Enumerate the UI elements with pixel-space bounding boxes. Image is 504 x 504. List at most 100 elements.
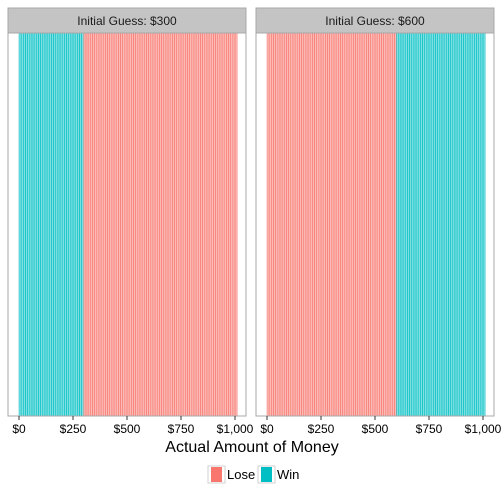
bar-lose xyxy=(146,32,149,417)
bar-win xyxy=(465,32,469,417)
bar-win xyxy=(433,32,436,417)
bar-win xyxy=(417,32,421,417)
bar-lose xyxy=(303,32,307,417)
bar-lose xyxy=(379,32,382,417)
x-tick-label: $500 xyxy=(114,422,141,436)
bar-lose xyxy=(314,32,317,417)
bar-win xyxy=(44,32,48,417)
bar-lose xyxy=(102,32,106,417)
bar-win xyxy=(64,32,67,417)
bar-lose xyxy=(355,32,359,417)
facet-strip xyxy=(7,7,247,34)
bar-win xyxy=(441,32,445,417)
bar-lose xyxy=(85,32,89,417)
bar-lose xyxy=(210,32,214,417)
bar-lose xyxy=(107,32,111,417)
facet-strip-label: Initial Guess: $300 xyxy=(77,14,177,28)
bar-lose xyxy=(111,32,115,417)
bar-lose xyxy=(391,32,395,417)
bar-lose xyxy=(215,32,219,417)
bar-lose xyxy=(139,32,143,417)
bar-lose xyxy=(275,32,279,417)
x-tick-label: $1,000 xyxy=(465,422,502,436)
bar-lose xyxy=(156,32,160,417)
legend-swatch xyxy=(211,467,222,482)
bar-win xyxy=(40,32,44,417)
bar-lose xyxy=(180,32,184,417)
legend-swatch xyxy=(261,467,272,482)
bar-win xyxy=(411,32,415,417)
bar-lose xyxy=(135,32,139,417)
bar-lose xyxy=(381,32,384,417)
bar-lose xyxy=(131,32,134,417)
x-tick-label: $500 xyxy=(362,422,389,436)
bar-win xyxy=(471,32,475,417)
bar-lose xyxy=(281,32,285,417)
bar-lose xyxy=(299,32,302,417)
bar-lose xyxy=(161,32,165,417)
x-tick-label: $0 xyxy=(12,422,26,436)
bar-lose xyxy=(219,32,223,417)
bar-win xyxy=(55,32,59,417)
legend-item: Win xyxy=(257,465,299,484)
bar-lose xyxy=(189,32,193,417)
bar-win xyxy=(68,32,72,417)
bar-lose xyxy=(83,32,87,417)
bar-lose xyxy=(363,32,367,417)
bar-lose xyxy=(185,32,188,417)
bar-lose xyxy=(154,32,158,417)
bar-win xyxy=(33,32,37,417)
bar-lose xyxy=(344,32,348,417)
bar-lose xyxy=(105,32,108,417)
bar-win xyxy=(430,32,434,417)
bar-lose xyxy=(118,32,121,417)
bar-lose xyxy=(320,32,324,417)
facet-strip xyxy=(255,7,495,34)
bar-win xyxy=(409,32,413,417)
bar-lose xyxy=(318,32,322,417)
bar-lose xyxy=(309,32,313,417)
bar-lose xyxy=(208,32,212,417)
bar-lose xyxy=(316,32,320,417)
bar-win xyxy=(23,32,26,417)
bar-lose xyxy=(288,32,292,417)
bar-win xyxy=(415,32,419,417)
bar-lose xyxy=(124,32,128,417)
bar-win xyxy=(461,32,464,417)
bar-win xyxy=(81,32,85,417)
bar-lose xyxy=(361,32,365,417)
bar-win xyxy=(474,32,477,417)
bar-win xyxy=(454,32,458,417)
bar-lose xyxy=(350,32,354,417)
bar-win xyxy=(439,32,443,417)
bar-win xyxy=(469,32,473,417)
bar-win xyxy=(396,32,400,417)
bar-win xyxy=(51,32,54,417)
bar-lose xyxy=(292,32,296,417)
bar-lose xyxy=(221,32,225,417)
bar-win xyxy=(437,32,441,417)
bar-win xyxy=(404,32,408,417)
bar-lose xyxy=(87,32,91,417)
bar-win xyxy=(38,32,41,417)
bar-lose xyxy=(128,32,132,417)
x-tick-label: $750 xyxy=(168,422,195,436)
bar-win xyxy=(428,32,432,417)
bar-lose xyxy=(137,32,141,417)
bar-lose xyxy=(182,32,186,417)
bar-lose xyxy=(159,32,162,417)
bar-lose xyxy=(232,32,236,417)
bar-lose xyxy=(268,32,272,417)
bar-win xyxy=(31,32,35,417)
bar-lose xyxy=(141,32,145,417)
bar-lose xyxy=(178,32,182,417)
facet-strip-label: Initial Guess: $600 xyxy=(325,14,425,28)
bar-win xyxy=(35,32,39,417)
legend-label: Win xyxy=(277,467,299,482)
legend-item: Lose xyxy=(207,465,255,484)
bar-win xyxy=(18,32,22,417)
bar-lose xyxy=(122,32,126,417)
bar-win xyxy=(29,32,33,417)
bar-lose xyxy=(370,32,374,417)
facet-panel: Initial Guess: $600 $0 $250 $500 $750 $1,000 xyxy=(255,7,502,436)
